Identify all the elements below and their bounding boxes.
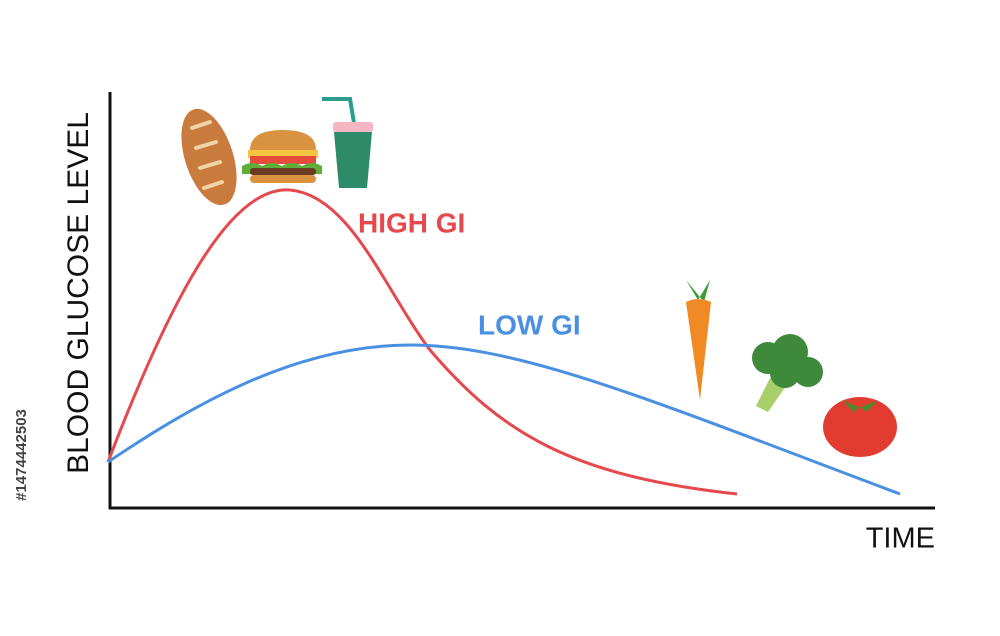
carrot-icon bbox=[686, 280, 711, 400]
burger-icon bbox=[242, 130, 322, 183]
low-gi-label: LOW GI bbox=[478, 309, 581, 340]
high-gi-label: HIGH GI bbox=[358, 207, 465, 238]
bread-icon bbox=[181, 108, 237, 206]
broccoli-icon bbox=[752, 334, 823, 412]
low-gi-curve bbox=[107, 343, 901, 496]
drink-icon bbox=[322, 97, 373, 188]
tomato-icon bbox=[823, 397, 897, 457]
high-gi-curve bbox=[106, 188, 738, 496]
stock-id: #1474442503 bbox=[13, 409, 30, 501]
y-axis-label: BLOOD GLUCOSE LEVEL bbox=[62, 112, 95, 474]
x-axis-label: TIME bbox=[866, 523, 935, 555]
